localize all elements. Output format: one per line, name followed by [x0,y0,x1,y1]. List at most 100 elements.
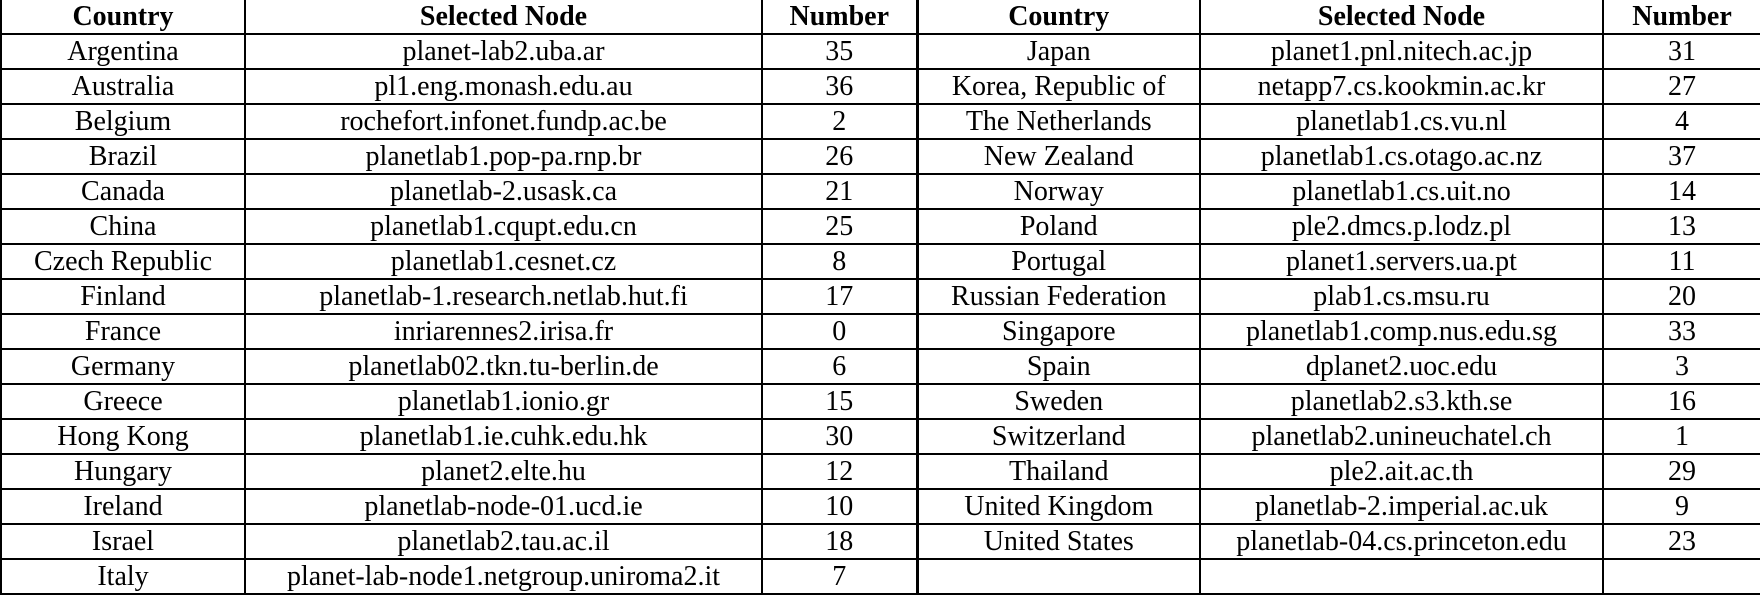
cell-selected-node: planetlab1.ionio.gr [244,383,763,420]
cell-country-right: Singapore [915,313,1201,350]
cell-country: Israel [0,523,246,560]
cell-country: France [0,313,246,350]
cell-number: 25 [761,208,918,245]
cell-country: Argentina [0,33,246,70]
cell-number: 17 [761,278,918,315]
cell-selected-node-right: planetlab-2.imperial.ac.uk [1199,488,1604,525]
cell-number-right: 13 [1602,208,1760,245]
cell-number-right: 4 [1602,103,1760,140]
cell-number: 6 [761,348,918,385]
cell-country-right: Portugal [915,243,1201,280]
cell-selected-node: planetlab-2.usask.ca [244,173,763,210]
table-row: Australia pl1.eng.monash.edu.au 36 Korea, R… [0,68,1760,105]
cell-number: 7 [761,558,918,595]
cell-country: Germany [0,348,246,385]
cell-selected-node: pl1.eng.monash.edu.au [244,68,763,105]
cell-country: Belgium [0,103,246,140]
cell-country: Australia [0,68,246,105]
cell-selected-node-right: planetlab2.unineuchatel.ch [1199,418,1604,455]
cell-country-right: Russian Federation [915,278,1201,315]
cell-country: Czech Republic [0,243,246,280]
cell-country-right: Spain [915,348,1201,385]
cell-selected-node: planetlab1.cqupt.edu.cn [244,208,763,245]
cell-number-right: 37 [1602,138,1760,175]
cell-country: Canada [0,173,246,210]
header-selected-node: Selected Node [244,0,763,35]
cell-selected-node: planetlab1.ie.cuhk.edu.hk [244,418,763,455]
cell-number-right: 3 [1602,348,1760,385]
cell-selected-node-right: planetlab2.s3.kth.se [1199,383,1604,420]
cell-number: 15 [761,383,918,420]
cell-country-right: Norway [915,173,1201,210]
cell-number-right: 11 [1602,243,1760,280]
table-row: Italy planet-lab-node1.netgroup.uniroma2.… [0,558,1760,595]
cell-number: 30 [761,418,918,455]
cell-number: 26 [761,138,918,175]
cell-country-right: United States [915,523,1201,560]
cell-selected-node: inriarennes2.irisa.fr [244,313,763,350]
cell-number-right: 9 [1602,488,1760,525]
table-row: France inriarennes2.irisa.fr 0 Singapore pla… [0,313,1760,350]
cell-number-right: 29 [1602,453,1760,490]
cell-selected-node: planet-lab-node1.netgroup.uniroma2.it [244,558,763,595]
cell-country-right: Switzerland [915,418,1201,455]
cell-country: China [0,208,246,245]
cell-selected-node-right: planet1.pnl.nitech.ac.jp [1199,33,1604,70]
cell-selected-node: planetlab-node-01.ucd.ie [244,488,763,525]
cell-country-right [915,558,1201,595]
cell-selected-node-right: planetlab1.cs.uit.no [1199,173,1604,210]
cell-country: Italy [0,558,246,595]
cell-country-right: Korea, Republic of [915,68,1201,105]
cell-selected-node-right: planet1.servers.ua.pt [1199,243,1604,280]
table-row: Germany planetlab02.tkn.tu-berlin.de 6 Spai… [0,348,1760,385]
cell-selected-node-right [1199,558,1604,595]
table-row: Ireland planetlab-node-01.ucd.ie 10 United … [0,488,1760,525]
cell-number: 2 [761,103,918,140]
cell-country: Brazil [0,138,246,175]
cell-number: 35 [761,33,918,70]
table-row: Brazil planetlab1.pop-pa.rnp.br 26 New Zeal… [0,138,1760,175]
header-country: Country [0,0,246,35]
cell-selected-node-right: ple2.dmcs.p.lodz.pl [1199,208,1604,245]
cell-number: 0 [761,313,918,350]
cell-number-right: 23 [1602,523,1760,560]
cell-country-right: The Netherlands [915,103,1201,140]
cell-country: Hungary [0,453,246,490]
cell-country: Ireland [0,488,246,525]
table-row: Israel planetlab2.tau.ac.il 18 United State… [0,523,1760,560]
cell-selected-node: rochefort.infonet.fundp.ac.be [244,103,763,140]
cell-country: Greece [0,383,246,420]
cell-number: 36 [761,68,918,105]
cell-country-right: Thailand [915,453,1201,490]
cell-selected-node-right: ple2.ait.ac.th [1199,453,1604,490]
cell-country-right: Sweden [915,383,1201,420]
cell-selected-node-right: planetlab1.cs.otago.ac.nz [1199,138,1604,175]
cell-selected-node: planet-lab2.uba.ar [244,33,763,70]
cell-selected-node: planetlab1.pop-pa.rnp.br [244,138,763,175]
cell-selected-node-right: plab1.cs.msu.ru [1199,278,1604,315]
table-row: Czech Republic planetlab1.cesnet.cz 8 Portu… [0,243,1760,280]
table-row: Hong Kong planetlab1.ie.cuhk.edu.hk 30 Swit… [0,418,1760,455]
cell-number-right: 16 [1602,383,1760,420]
cell-number: 18 [761,523,918,560]
cell-number-right: 31 [1602,33,1760,70]
cell-selected-node-right: dplanet2.uoc.edu [1199,348,1604,385]
cell-country-right: United Kingdom [915,488,1201,525]
table-row: Argentina planet-lab2.uba.ar 35 Japan planet… [0,33,1760,70]
table-row: Canada planetlab-2.usask.ca 21 Norway planet… [0,173,1760,210]
cell-selected-node: planetlab1.cesnet.cz [244,243,763,280]
cell-selected-node: planetlab-1.research.netlab.hut.fi [244,278,763,315]
header-country-right: Country [915,0,1201,35]
cell-selected-node-right: planetlab-04.cs.princeton.edu [1199,523,1604,560]
cell-country-right: Poland [915,208,1201,245]
header-row: Country Selected Node Number Country Sel… [0,0,1760,35]
cell-country: Finland [0,278,246,315]
cell-number: 21 [761,173,918,210]
cell-number-right [1602,558,1760,595]
cell-selected-node: planetlab02.tkn.tu-berlin.de [244,348,763,385]
cell-number-right: 1 [1602,418,1760,455]
cell-country-right: New Zealand [915,138,1201,175]
cell-selected-node-right: netapp7.cs.kookmin.ac.kr [1199,68,1604,105]
cell-selected-node: planet2.elte.hu [244,453,763,490]
cell-selected-node: planetlab2.tau.ac.il [244,523,763,560]
